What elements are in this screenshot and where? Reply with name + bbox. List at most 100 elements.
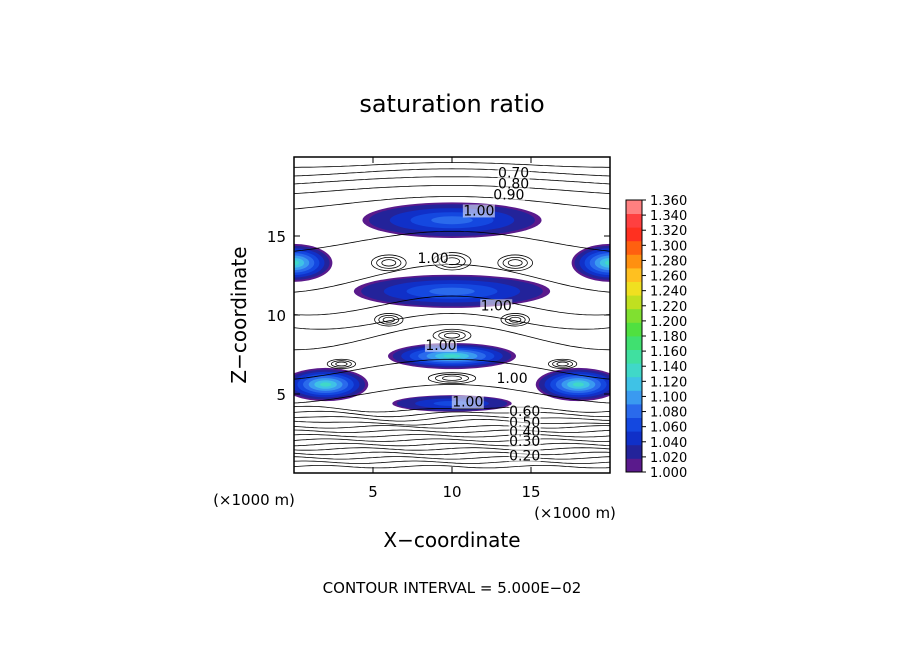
contour-label-9: 0.60 xyxy=(509,404,540,420)
contour-lower-5 xyxy=(294,442,610,447)
contour-label-12: 0.30 xyxy=(509,434,540,450)
contour-cell-0-2 xyxy=(381,259,397,267)
contour-label-0: 0.70 xyxy=(498,166,529,182)
supersaturation-band-2 xyxy=(571,243,610,282)
y-tick-label-2: 15 xyxy=(267,228,286,246)
colorbar-label-13: 1.260 xyxy=(650,270,687,285)
contour-label-6: 1.00 xyxy=(425,338,456,354)
colorbar: 1.0001.0201.0401.0601.0801.1001.1201.140… xyxy=(625,194,687,481)
contour-lower-10 xyxy=(294,418,610,426)
plot-area: 0.700.800.901.001.001.001.001.001.000.60… xyxy=(294,157,610,473)
contour-lower-8 xyxy=(294,429,610,434)
colorbar-swatch-15 xyxy=(626,254,642,269)
colorbar-label-18: 1.360 xyxy=(650,194,687,209)
colorbar-label-12: 1.240 xyxy=(650,285,687,300)
x-unit-label: (×1000 m) xyxy=(534,504,616,522)
contour-cell-3-1 xyxy=(378,314,400,325)
contour-lower-11 xyxy=(294,415,610,422)
contour-mid-1 xyxy=(294,358,610,380)
colorbar-swatch-9 xyxy=(626,336,642,350)
contour-cell-8-0 xyxy=(547,358,578,370)
colorbar-swatch-1 xyxy=(626,444,642,459)
contour-cell-8-2 xyxy=(556,361,569,367)
colorbar-swatch-16 xyxy=(626,240,642,255)
contour-cell-0-1 xyxy=(376,256,402,269)
x-tick-label-2: 15 xyxy=(521,483,540,501)
supersaturation-band-1 xyxy=(294,243,333,282)
contour-labels: 0.700.800.901.001.001.001.001.001.000.60… xyxy=(417,166,541,464)
z-unit-label: (×1000 m) xyxy=(213,491,295,509)
contour-label-2: 0.90 xyxy=(493,188,524,204)
colorbar-label-16: 1.320 xyxy=(650,224,687,239)
contour-cell-4-2 xyxy=(509,316,522,323)
colorbar-swatch-2 xyxy=(626,431,642,446)
colorbar-swatch-11 xyxy=(626,308,642,323)
contour-label-4: 1.00 xyxy=(417,251,448,267)
colorbar-label-17: 1.340 xyxy=(650,209,687,224)
colorbar-label-2: 1.040 xyxy=(650,436,687,451)
colorbar-swatch-12 xyxy=(626,295,642,310)
supersaturation-band-4 xyxy=(388,343,516,370)
contour-mid-3 xyxy=(294,312,610,330)
contour-cell-2-0 xyxy=(497,254,534,272)
contour-cell-0-0 xyxy=(370,254,407,272)
contour-cell-4-0 xyxy=(500,313,530,327)
contour-cell-6-0 xyxy=(427,372,477,385)
colorbar-label-3: 1.060 xyxy=(650,421,687,436)
contour-cell-8-1 xyxy=(552,360,573,368)
contour-lower-7 xyxy=(294,433,610,438)
contour-cell-3-0 xyxy=(374,313,404,327)
y-axis-ticks: 5 10 15 xyxy=(267,228,610,404)
contour-cell-7-0 xyxy=(326,358,356,370)
colorbar-label-0: 1.000 xyxy=(650,466,687,481)
colorbar-swatch-4 xyxy=(626,404,642,418)
contour-label-3: 1.00 xyxy=(463,203,494,219)
contour-cell-3-2 xyxy=(382,316,395,323)
contour-mid-0 xyxy=(294,384,610,404)
contour-label-13: 0.20 xyxy=(509,448,540,464)
contour-mid-9 xyxy=(294,176,610,185)
colorbar-swatch-19 xyxy=(626,200,642,214)
contour-cell-2-1 xyxy=(502,256,528,269)
contour-label-1: 0.80 xyxy=(498,177,529,193)
contour-lower-6 xyxy=(294,438,610,442)
contour-lower-0 xyxy=(294,465,610,469)
colorbar-label-4: 1.080 xyxy=(650,406,687,421)
colorbar-swatch-8 xyxy=(626,349,642,364)
chart-title: saturation ratio xyxy=(359,90,544,118)
x-axis-label: X−coordinate xyxy=(383,528,520,552)
contour-cell-2-2 xyxy=(507,259,523,267)
colorbar-label-1: 1.020 xyxy=(650,451,687,466)
contour-cell-7-2 xyxy=(335,361,348,367)
contour-mid-10 xyxy=(294,168,610,177)
contour-cell-4-1 xyxy=(504,314,526,325)
contour-lower-3 xyxy=(294,451,610,456)
supersaturation-band-0 xyxy=(362,202,542,238)
contour-mid-8 xyxy=(294,185,610,195)
y-axis-label: Z−coordinate xyxy=(227,246,251,383)
colorbar-label-14: 1.280 xyxy=(650,254,687,269)
contour-lower-4 xyxy=(294,447,610,451)
colorbar-swatch-6 xyxy=(626,376,642,391)
colorbar-swatch-10 xyxy=(626,322,642,337)
contour-cell-6-2 xyxy=(442,375,462,381)
contour-label-5: 1.00 xyxy=(481,298,512,314)
supersaturation-band-3 xyxy=(353,274,551,308)
colorbar-label-10: 1.200 xyxy=(650,315,687,330)
contour-interval-footer: CONTOUR INTERVAL = 5.000E−02 xyxy=(323,579,582,597)
colorbar-label-7: 1.140 xyxy=(650,360,687,375)
contour-mid-6 xyxy=(294,230,610,252)
y-tick-label-0: 5 xyxy=(276,386,286,404)
colorbar-swatch-17 xyxy=(626,227,642,242)
colorbar-label-6: 1.120 xyxy=(650,375,687,390)
contour-label-8: 1.00 xyxy=(452,395,483,411)
contour-lower-2 xyxy=(294,456,610,460)
contour-mid-2 xyxy=(294,324,610,351)
colorbar-swatch-5 xyxy=(626,390,642,405)
colorbar-label-9: 1.180 xyxy=(650,330,687,345)
colorbar-swatch-14 xyxy=(626,268,642,282)
x-axis-ticks: 5 10 15 xyxy=(368,157,541,501)
contour-cell-5-2 xyxy=(443,332,460,339)
colorbar-swatch-0 xyxy=(626,458,642,473)
